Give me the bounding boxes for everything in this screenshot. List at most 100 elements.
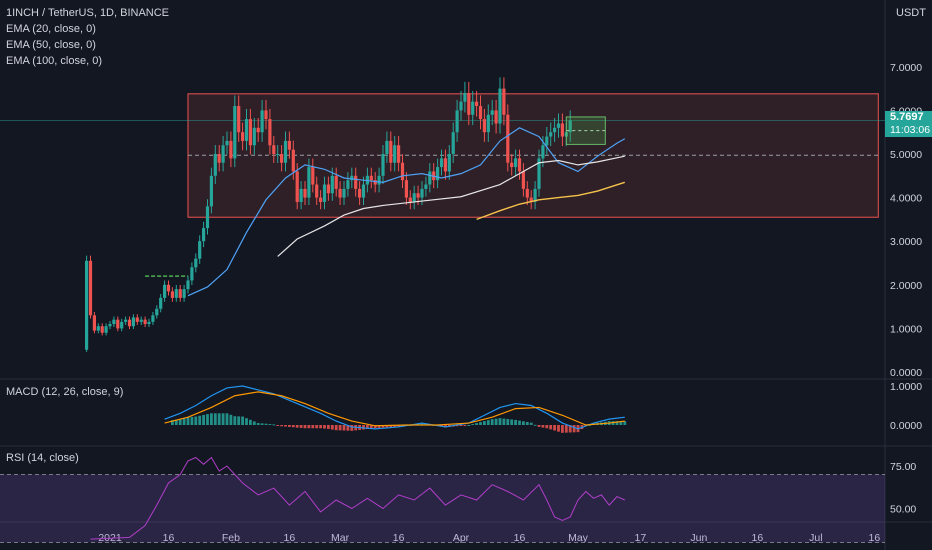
macd-histogram-bar: [330, 425, 334, 430]
macd-histogram-bar: [319, 425, 322, 429]
ema50-line: [277, 155, 625, 257]
macd-histogram-bar: [522, 421, 525, 425]
candle-body: [186, 280, 190, 290]
candle-countdown: 11:03:06: [890, 124, 931, 136]
candle-body: [287, 140, 291, 150]
rsi-legend: RSI (14, close): [6, 452, 79, 464]
candle-body: [311, 167, 315, 185]
candle-body: [108, 324, 112, 327]
candle-body: [408, 197, 412, 202]
candle-body: [272, 145, 276, 154]
macd-histogram-bar: [486, 420, 490, 425]
candle-body: [358, 188, 362, 198]
candle-body: [459, 101, 463, 111]
candle-body: [124, 319, 128, 322]
macd-histogram-bar: [221, 413, 225, 425]
candle-body: [307, 167, 311, 198]
candle-body: [541, 145, 545, 159]
macd-histogram-bar: [260, 423, 264, 425]
price-tick-label: 2.0000: [890, 280, 922, 292]
candle-body: [209, 175, 213, 207]
candle-body: [373, 180, 377, 185]
macd-histogram-bar: [346, 425, 350, 431]
macd-histogram-bar: [217, 413, 221, 425]
macd-histogram-bar: [284, 425, 287, 427]
candle-body: [116, 319, 120, 329]
macd-tick-label: 1.0000: [890, 381, 922, 393]
candle-body: [436, 167, 440, 181]
macd-histogram-bar: [190, 416, 194, 425]
macd-histogram-bar: [268, 424, 272, 426]
candle-body: [568, 120, 572, 133]
candle-body: [354, 175, 358, 189]
candle-body: [560, 123, 564, 137]
candle-body: [104, 326, 108, 333]
macd-histogram-bar: [369, 425, 373, 429]
candle-body: [178, 289, 182, 298]
candle-body: [244, 119, 249, 141]
candle-body: [393, 145, 397, 163]
candle-body: [182, 289, 186, 298]
candle-body: [494, 110, 498, 124]
macd-histogram-bar: [288, 425, 291, 427]
macd-histogram-bar: [178, 419, 182, 425]
candle-body: [521, 171, 525, 189]
candle-body: [268, 119, 272, 146]
candle-body: [451, 132, 455, 154]
price-tick-label: 3.0000: [890, 236, 922, 248]
macd-histogram-bar: [623, 421, 627, 425]
candle-body: [463, 92, 467, 102]
macd-histogram-bar: [561, 425, 564, 433]
candle-body: [330, 175, 334, 194]
rsi-tick-label: 50.00: [890, 504, 916, 516]
last-price-tag: 5.7697 11:03:06: [885, 111, 932, 137]
macd-histogram-bar: [213, 413, 217, 425]
macd-histogram-bar: [299, 425, 303, 428]
macd-histogram-bar: [424, 423, 428, 425]
candle-body: [264, 110, 268, 120]
macd-histogram-bar: [385, 425, 389, 428]
candle-body: [135, 317, 139, 322]
candle-body: [155, 308, 159, 316]
price-tick-label: 4.0000: [890, 193, 922, 205]
candle-body: [139, 319, 143, 322]
candle-body: [159, 297, 163, 309]
candle-body: [194, 258, 198, 268]
macd-histogram-bar: [315, 425, 319, 429]
candle-body: [295, 171, 299, 202]
macd-tick-label: 0.0000: [890, 420, 922, 432]
ema20-line: [187, 127, 626, 297]
macd-histogram-bar: [245, 418, 248, 425]
time-tick-label: 17: [635, 532, 647, 544]
candle-body: [291, 149, 295, 172]
candle-body: [143, 319, 147, 325]
candle-body: [467, 92, 471, 115]
macd-histogram-bar: [202, 414, 205, 425]
candle-body: [420, 188, 424, 198]
time-tick-label: May: [568, 532, 589, 544]
candle-body: [151, 315, 155, 322]
candle-body: [455, 110, 459, 133]
macd-histogram-bar: [237, 416, 241, 425]
candle-body: [233, 106, 237, 159]
candle-body: [486, 114, 490, 133]
candle-body: [471, 101, 475, 115]
macd-histogram-bar: [463, 425, 467, 426]
time-tick-label: 16: [163, 532, 175, 544]
candle-body: [553, 127, 557, 133]
candle-body: [533, 188, 537, 202]
symbol-title: 1INCH / TetherUS, 1D, BINANCE: [6, 7, 170, 19]
candle-body: [88, 260, 93, 316]
time-tick-label: 16: [752, 532, 764, 544]
macd-histogram-bar: [174, 419, 178, 425]
candle-body: [475, 101, 479, 107]
macd-histogram-bar: [350, 425, 354, 431]
candle-body: [229, 140, 233, 159]
candle-body: [545, 136, 549, 146]
macd-histogram-bar: [498, 418, 502, 425]
macd-histogram-bar: [459, 425, 463, 426]
macd-histogram-bar: [557, 425, 560, 432]
candle-body: [147, 321, 151, 325]
candle-body: [280, 154, 284, 163]
